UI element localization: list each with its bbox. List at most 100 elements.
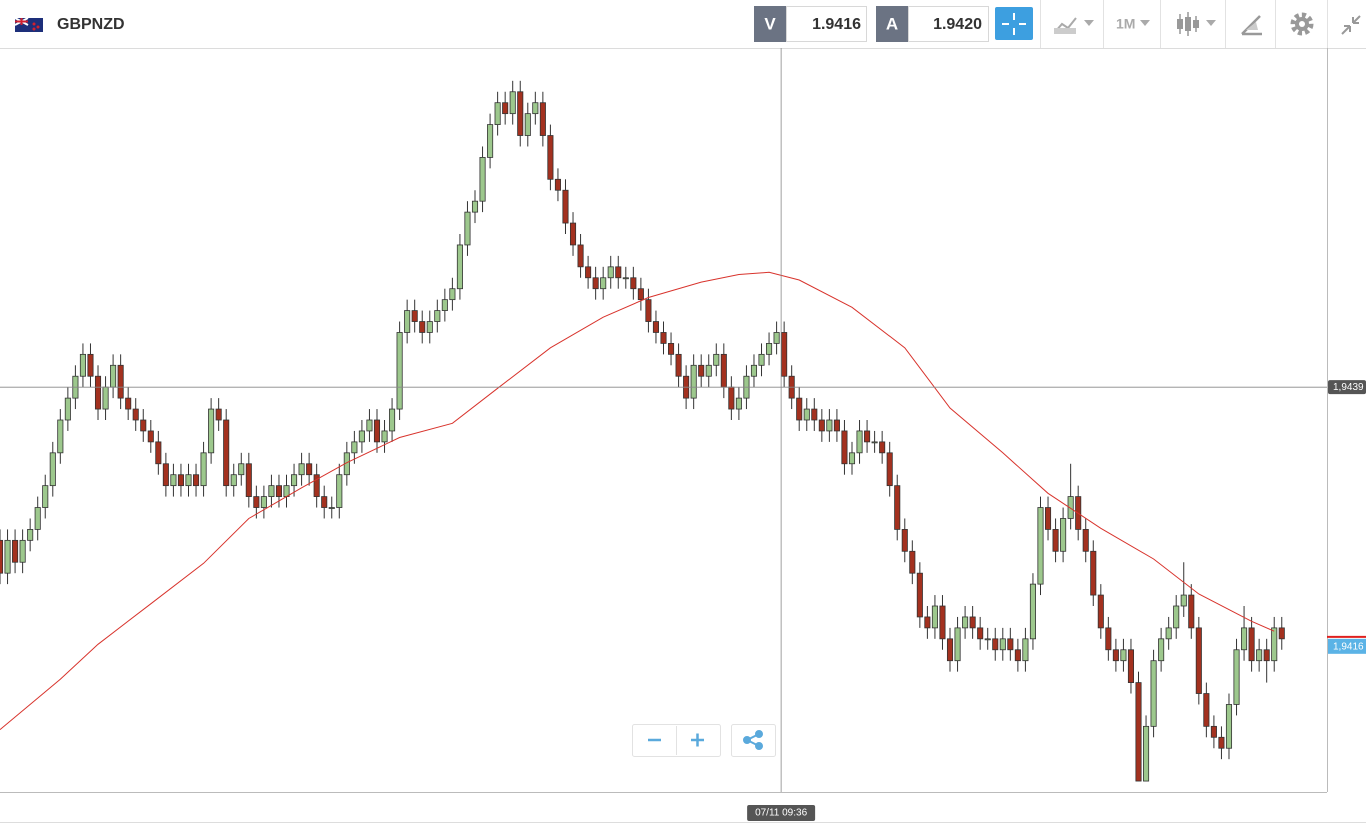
candle-body <box>42 485 49 508</box>
candle-style-button[interactable] <box>1177 12 1216 36</box>
candle-body <box>177 474 184 487</box>
buy-price-box[interactable] <box>908 6 989 42</box>
candle-body <box>1060 518 1067 552</box>
crosshair-y-label-box <box>1328 380 1366 395</box>
candle-body <box>12 539 19 563</box>
timeframe[interactable]: 1M <box>1116 16 1135 32</box>
candle-body <box>1105 627 1112 651</box>
candle-body <box>939 605 946 640</box>
zoom-in-button[interactable] <box>691 733 704 747</box>
candle-body <box>419 321 426 333</box>
share-button[interactable] <box>743 730 763 750</box>
candle-body <box>554 178 561 191</box>
candle-body <box>275 485 283 497</box>
candle-body <box>1278 627 1285 640</box>
candle-body <box>110 364 117 388</box>
candle-body <box>1120 649 1127 662</box>
candle-body <box>592 277 599 290</box>
candle-body <box>728 386 735 410</box>
candle-body <box>705 364 712 377</box>
buy-label[interactable]: A <box>886 14 898 33</box>
candle-body <box>396 332 403 410</box>
sell-button[interactable] <box>754 6 786 42</box>
candle-body <box>894 485 901 530</box>
candle-body <box>27 529 34 541</box>
settings-button[interactable] <box>1290 12 1314 36</box>
sell-label[interactable]: V <box>764 14 776 33</box>
candle-body <box>946 638 954 662</box>
candle-body <box>94 375 102 410</box>
draw-tool-button[interactable] <box>1241 15 1262 36</box>
candle-body <box>1090 550 1097 596</box>
candle-body <box>630 277 637 290</box>
candle-body <box>34 507 41 530</box>
candle-body <box>668 343 675 355</box>
candle-body <box>328 507 335 509</box>
candle-body <box>909 550 916 574</box>
candle-body <box>984 638 991 641</box>
candle-body <box>901 529 908 552</box>
candle-body <box>924 616 931 629</box>
candle-body <box>796 397 803 421</box>
candle-body <box>856 430 863 454</box>
candle-body <box>373 419 381 443</box>
sell-price-box[interactable] <box>786 6 867 42</box>
sell-price[interactable]: 1.9416 <box>812 16 861 33</box>
moving-average <box>0 271 1275 730</box>
candle-body <box>306 463 313 476</box>
candle-body <box>321 496 328 508</box>
candle-body <box>652 321 659 333</box>
candle-body <box>1271 627 1278 662</box>
candle-body <box>1256 649 1263 662</box>
crosshair-button[interactable] <box>995 7 1033 40</box>
candle-body <box>487 124 494 158</box>
candle-body <box>185 474 192 487</box>
candle-body <box>720 353 727 388</box>
candle-body <box>879 441 886 454</box>
collapse-button[interactable] <box>1341 15 1361 35</box>
timeframe-arrow[interactable] <box>1140 20 1150 26</box>
candle-body <box>833 419 840 432</box>
candle-body <box>1210 725 1217 738</box>
candle-body <box>992 638 999 651</box>
buy-button[interactable] <box>876 6 908 42</box>
candle-body <box>1173 605 1180 629</box>
candle-body <box>758 353 765 366</box>
candle-body <box>49 452 56 487</box>
candle-body <box>690 364 697 399</box>
candle-body <box>750 364 758 377</box>
candle-body <box>766 343 773 355</box>
candle-body <box>223 419 230 487</box>
candle-body <box>125 397 132 410</box>
candle-body <box>381 430 388 443</box>
candle-body <box>1188 594 1195 629</box>
candle-body <box>441 299 448 311</box>
candle-body <box>1097 594 1104 629</box>
candle-body <box>864 430 871 443</box>
candle-body <box>366 419 373 432</box>
candle-body <box>245 463 252 497</box>
candle-body <box>698 364 705 377</box>
candle-body <box>1165 627 1172 640</box>
candle-body <box>291 474 298 487</box>
candle-body <box>999 638 1006 651</box>
buy-price[interactable]: 1.9420 <box>933 16 982 33</box>
candle-body <box>1112 649 1119 662</box>
candle-body <box>1248 627 1255 662</box>
candle-body <box>117 364 124 399</box>
candle-body <box>577 244 584 268</box>
candle-body <box>954 627 961 662</box>
candle-body <box>735 397 742 410</box>
candle-body <box>192 474 200 487</box>
candle-body <box>1241 627 1248 651</box>
candle-body <box>637 288 644 301</box>
candle-body <box>253 496 260 508</box>
candle-body <box>87 353 94 377</box>
chart-type-button[interactable] <box>1054 17 1094 34</box>
candle-body <box>1180 594 1187 607</box>
crosshair-x-label: 07/11 09:36 <box>755 808 808 819</box>
share-box[interactable] <box>731 724 776 757</box>
candle-body <box>404 310 411 333</box>
candle-body <box>57 419 64 454</box>
